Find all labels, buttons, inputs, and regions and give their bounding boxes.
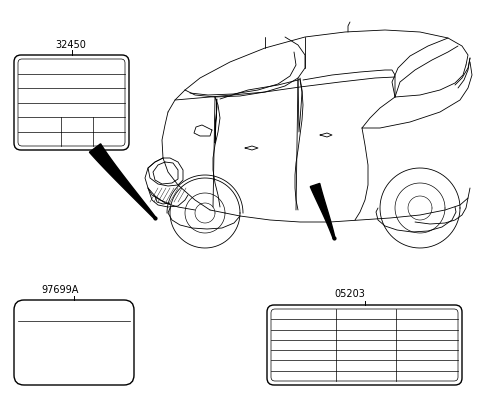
FancyBboxPatch shape (267, 305, 462, 385)
FancyBboxPatch shape (14, 55, 129, 150)
FancyBboxPatch shape (14, 300, 134, 385)
Text: 05203: 05203 (335, 289, 365, 299)
Text: 32450: 32450 (55, 40, 86, 50)
Text: 97699A: 97699A (41, 285, 79, 295)
Polygon shape (89, 144, 156, 219)
Polygon shape (310, 184, 335, 238)
